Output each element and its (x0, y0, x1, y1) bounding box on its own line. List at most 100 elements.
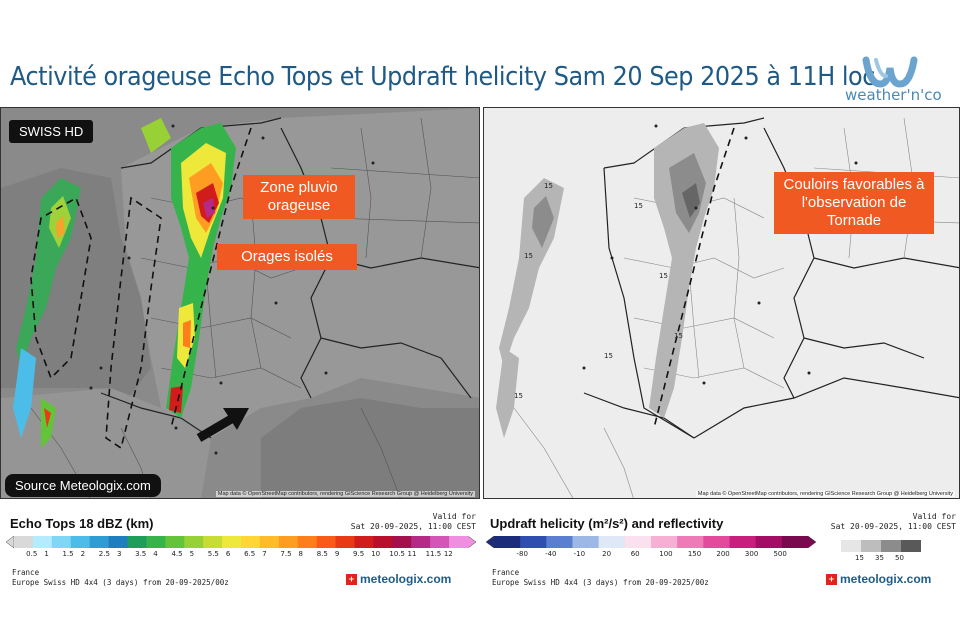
orages-isoles-label: Orages isolés (217, 244, 357, 270)
contour-label: 15 (524, 252, 533, 260)
colorbar-swatch (449, 536, 469, 548)
colorbar-tick-label: 3.5 (135, 550, 147, 558)
colorbar-tick-label: 500 (773, 550, 787, 558)
colorbar-swatch (651, 536, 678, 548)
colorbar-swatch (165, 536, 185, 548)
colorbar-tick-label: 6 (225, 550, 231, 558)
meteologix-logo: + meteologix.com (346, 572, 451, 586)
colorbar-arrow (467, 535, 476, 549)
colorbar-tick-label: 35 (875, 554, 884, 562)
updraft-helicity-map[interactable]: 15 15 15 15 15 15 15 Couloirs favorables… (483, 107, 960, 499)
colorbar-swatch (729, 536, 757, 548)
zone-pluvio-label: Zone pluvio orageuse (243, 175, 355, 219)
colorbar-tick-label: 100 (659, 550, 673, 558)
colorbar-swatch (546, 536, 573, 548)
colorbar-tick-label: 12 (443, 550, 453, 558)
source-badge: Source Meteologix.com (5, 474, 161, 497)
colorbar-tick-label: 300 (744, 550, 759, 558)
model-badge: SWISS HD (9, 120, 94, 143)
colorbar-tick-label: 20 (602, 550, 612, 558)
colorbar-tick-label: 7 (262, 550, 267, 558)
contour-label: 15 (604, 352, 613, 360)
colorbar-swatch (51, 536, 72, 548)
colorbar-swatch (430, 536, 450, 548)
colorbar-swatch (392, 536, 412, 548)
colorbar-tick-label: -80 (516, 550, 528, 558)
colorbar-swatch (32, 536, 53, 548)
colorbar-swatch (881, 540, 902, 552)
colorbar-ticks: -80 -40 -10 20 60 100 150 200 300 500 (486, 550, 816, 560)
weatherandco-logo (862, 56, 918, 88)
colorbar-swatch (335, 536, 355, 548)
colorbar-tick-label: 7.5 (280, 550, 292, 558)
colorbar-swatch (520, 536, 547, 548)
updraft-helicity-map-canvas: 15 15 15 15 15 15 15 (484, 108, 959, 498)
colorbar-tick-label: -10 (573, 550, 586, 558)
colorbar-tick-label: 2 (80, 550, 86, 558)
colorbar-swatch (184, 536, 204, 548)
colorbar-arrow (807, 535, 816, 549)
colorbar-tick-label: 5 (189, 550, 195, 558)
colorbar-arrow (6, 535, 15, 549)
arrow-icon (196, 408, 249, 442)
colorbar-tick-label: 10.5 (389, 550, 405, 558)
colorbar-tick-label: 8.5 (316, 550, 328, 558)
colorbar-tick-label: 9.5 (353, 550, 365, 558)
valid-time: Valid for Sat 20-09-2025, 11:00 CEST (350, 512, 476, 531)
model-info: France Europe Swiss HD 4x4 (3 days) from… (492, 568, 709, 587)
colorbar-swatch (494, 536, 521, 548)
contour-label: 15 (674, 332, 683, 340)
colorbar-swatch (89, 536, 110, 548)
colorbar-tick-label: 4.5 (171, 550, 183, 558)
colorbar-swatch (203, 536, 223, 548)
brand-name: weather'n'co (845, 86, 942, 104)
colorbar-swatch (572, 536, 600, 548)
colorbar-tick-label: 3 (116, 550, 122, 558)
colorbar-tick-label: 50 (895, 554, 904, 562)
echo-tops-colorbar (6, 535, 476, 549)
contour-label: 15 (544, 182, 553, 190)
colorbar-swatch (755, 536, 783, 548)
colorbar-tick-label: 0.5 (26, 550, 38, 558)
valid-time: Valid for Sat 20-09-2025, 11:00 CEST (830, 512, 956, 531)
contour-label: 15 (514, 392, 523, 400)
colorbar-tick-label: 2.5 (98, 550, 110, 558)
colorbar-tick-label: 150 (687, 550, 702, 558)
colorbar-tick-label: 1.5 (62, 550, 74, 558)
colorbar-swatch (598, 536, 626, 548)
colorbar-swatch (316, 536, 337, 548)
tornado-corridor-label: Couloirs favorables à l'observation de T… (774, 172, 934, 234)
colorbar-tick-label: 4 (153, 550, 158, 558)
map-attribution: Map data © OpenStreetMap contributors, r… (215, 491, 475, 497)
map-attribution: Map data © OpenStreetMap contributors, r… (695, 491, 955, 497)
colorbar-swatch (241, 536, 261, 548)
colorbar-tick-label: 11.5 (425, 550, 442, 558)
colorbar-tick-label: 15 (855, 554, 864, 562)
colorbar-swatch (781, 536, 809, 548)
reflectivity-ticks: 15 35 50 (841, 554, 921, 564)
colorbar-swatch (297, 536, 318, 548)
colorbar-swatch (677, 536, 704, 548)
colorbar-swatch (841, 540, 862, 552)
colorbar-swatch (70, 536, 91, 548)
colorbar-swatch (278, 536, 299, 548)
colorbar-arrow (486, 535, 495, 549)
legend-title: Echo Tops 18 dBZ (km) (10, 516, 154, 531)
colorbar-swatch (127, 536, 147, 548)
model-info: France Europe Swiss HD 4x4 (3 days) from… (12, 568, 229, 587)
legend-title: Updraft helicity (m²/s²) and reflectivit… (490, 516, 724, 531)
colorbar-tick-label: 8 (298, 550, 304, 558)
colorbar-tick-label: -40 (545, 550, 557, 558)
colorbar-swatch (411, 536, 431, 548)
colorbar-ticks: 0.5 1 1.5 2 2.5 3 3.5 4 4.5 5 5.5 6 6.5 7 7.5 8 8.5 9 9.5 1… (6, 550, 476, 560)
helicity-legend: Updraft helicity (m²/s²) and reflectivit… (486, 510, 956, 640)
colorbar-tick-label: 1 (44, 550, 49, 558)
reflectivity-colorbar (841, 540, 921, 552)
colorbar-swatch (861, 540, 882, 552)
echo-tops-map[interactable]: SWISS HD Zone pluvio orageuse Orages iso… (0, 107, 480, 499)
colorbar-swatch (108, 536, 128, 548)
meteologix-logo: + meteologix.com (826, 572, 931, 586)
colorbar-tick-label: 5.5 (207, 550, 219, 558)
colorbar-swatch (901, 540, 921, 552)
page-title: Activité orageuse Echo Tops et Updraft h… (10, 62, 875, 92)
